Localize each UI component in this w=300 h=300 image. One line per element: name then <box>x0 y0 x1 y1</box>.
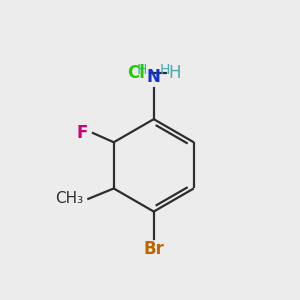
Text: H: H <box>169 64 181 82</box>
Text: H: H <box>160 63 170 77</box>
Text: Cl: Cl <box>127 64 145 82</box>
Text: N: N <box>147 68 161 86</box>
Text: H: H <box>137 63 147 77</box>
Text: CH₃: CH₃ <box>56 191 84 206</box>
Text: F: F <box>77 124 88 142</box>
Text: Br: Br <box>143 240 164 258</box>
